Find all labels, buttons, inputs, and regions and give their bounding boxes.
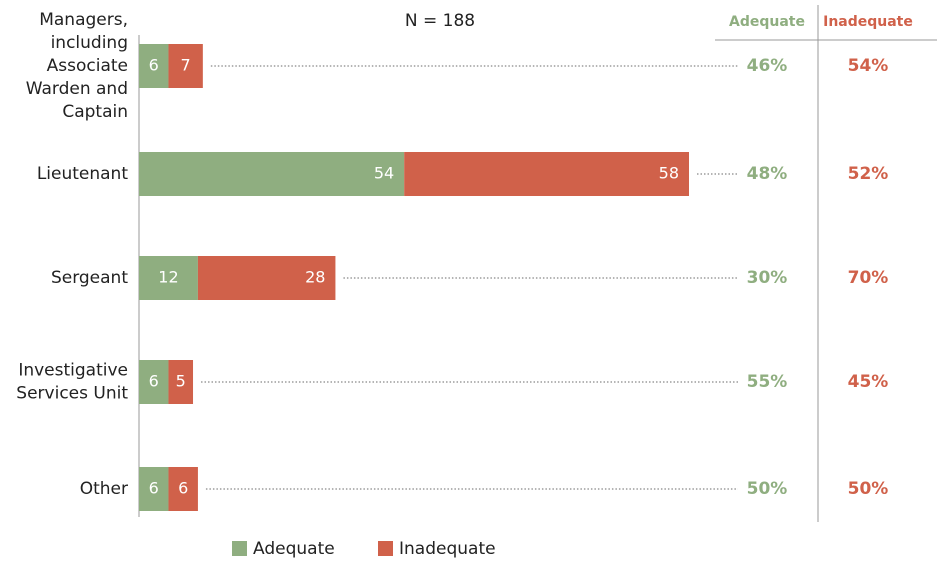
category-label: Captain — [62, 102, 128, 122]
bar-value-label: 5 — [176, 372, 186, 391]
bar-value-label: 28 — [305, 268, 325, 287]
column-header: Adequate — [729, 14, 805, 30]
bar-value-label: 6 — [149, 372, 159, 391]
bar-segment — [139, 152, 405, 196]
percent-label: 46% — [747, 56, 788, 76]
percent-label: 30% — [747, 268, 788, 288]
column-header: Inadequate — [823, 14, 913, 30]
bar-segment — [139, 467, 169, 511]
legend-swatch — [232, 541, 247, 556]
bar-value-label: 12 — [158, 268, 178, 287]
percent-label: 50% — [848, 479, 889, 499]
category-label: Associate — [47, 56, 128, 76]
category-label: Lieutenant — [37, 164, 129, 184]
legend-label: Adequate — [253, 539, 335, 559]
bar-segment — [197, 256, 336, 300]
bar-value-label: 58 — [659, 164, 679, 183]
bar-segment — [139, 256, 198, 300]
bar-segment — [404, 152, 689, 196]
category-label: Warden and — [26, 79, 128, 99]
category-label: Managers, — [39, 10, 128, 30]
percent-label: 48% — [747, 164, 788, 184]
bar-segment — [139, 360, 169, 404]
bar-segment — [139, 44, 169, 88]
bar-value-label: 6 — [178, 479, 188, 498]
category-label: including — [51, 33, 128, 53]
category-label: Sergeant — [51, 268, 128, 288]
category-label: Other — [80, 479, 128, 499]
percent-label: 70% — [848, 268, 889, 288]
category-label: Investigative — [18, 361, 128, 381]
percent-label: 55% — [747, 372, 788, 392]
percent-label: 52% — [848, 164, 889, 184]
legend-swatch — [378, 541, 393, 556]
legend-label: Inadequate — [399, 539, 496, 559]
chart-title: N = 188 — [405, 11, 475, 31]
category-label: Services Unit — [16, 384, 128, 404]
percent-label: 54% — [848, 56, 889, 76]
bar-value-label: 54 — [374, 164, 394, 183]
bar-segment — [168, 360, 194, 404]
bar-value-label: 6 — [149, 56, 159, 75]
bar-value-label: 7 — [181, 56, 191, 75]
bar-segment — [168, 467, 198, 511]
bar-segment — [168, 44, 203, 88]
percent-label: 50% — [747, 479, 788, 499]
percent-label: 45% — [848, 372, 889, 392]
bar-value-label: 6 — [149, 479, 159, 498]
